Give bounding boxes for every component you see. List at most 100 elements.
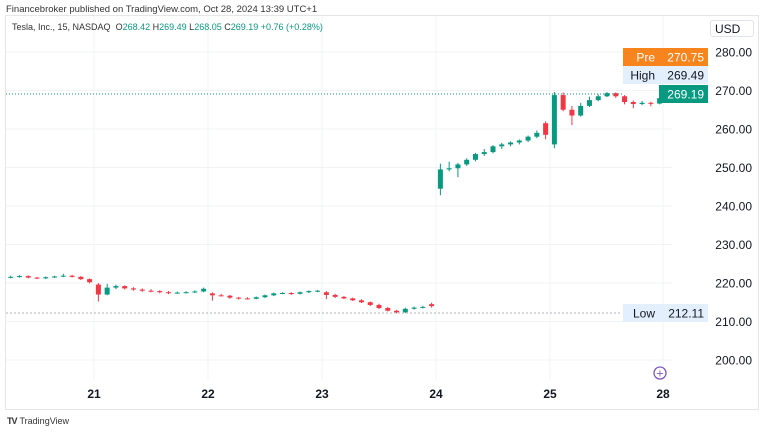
candle: [569, 105, 575, 126]
candle-body: [595, 96, 601, 101]
candle: [472, 152, 478, 162]
candle-body: [622, 96, 628, 103]
candle-body: [323, 292, 329, 295]
candle-body: [385, 308, 391, 311]
candle-body: [516, 140, 522, 143]
candle-body: [130, 288, 136, 290]
candle: [192, 290, 198, 294]
candle-body: [280, 293, 286, 295]
x-tick-label: 21: [87, 387, 101, 401]
open-value: 268.42: [122, 22, 151, 32]
candle: [174, 291, 180, 294]
candle-body: [551, 95, 557, 145]
candle: [78, 276, 84, 280]
candle-body: [244, 298, 250, 300]
candle: [166, 291, 172, 295]
candle-body: [481, 152, 487, 155]
add-alert-icon[interactable]: [653, 366, 667, 380]
y-tick-label: 260.00: [715, 123, 752, 137]
close-value: 269.19: [230, 22, 259, 32]
candle: [613, 92, 619, 98]
candle-body: [394, 310, 400, 313]
candle-body: [464, 159, 470, 165]
candle-body: [341, 296, 347, 299]
candle: [481, 149, 487, 156]
candle: [306, 290, 312, 294]
candle: [622, 95, 628, 105]
y-tick-label: 250.00: [715, 161, 752, 175]
symbol-name: Tesla, Inc., 15, NASDAQ: [12, 22, 111, 32]
candle: [95, 283, 101, 302]
candle: [437, 163, 443, 196]
x-tick-label: 25: [543, 387, 557, 401]
y-tick-label: 200.00: [715, 354, 752, 368]
candle: [551, 92, 557, 149]
candle-body: [139, 289, 145, 291]
candle-body: [218, 295, 224, 297]
candle-body: [639, 102, 645, 104]
candle: [8, 275, 14, 279]
candle-body: [52, 276, 58, 278]
candle-body: [34, 277, 40, 279]
candle: [157, 290, 163, 294]
candle-body: [499, 144, 505, 147]
candle-body: [376, 304, 382, 309]
candle: [394, 309, 400, 314]
candle-body: [113, 286, 119, 288]
candle-body: [104, 287, 110, 295]
candle-body: [508, 142, 514, 145]
candle: [595, 94, 601, 102]
candle: [297, 291, 303, 295]
candle-body: [95, 284, 101, 295]
candle: [358, 299, 364, 304]
candle: [183, 291, 189, 294]
pre-market-badge: Pre 270.75: [623, 48, 708, 66]
candle: [350, 297, 356, 302]
high-badge-label-bg: [623, 66, 659, 84]
candle: [420, 305, 426, 309]
pre-market-badge-label-bg: [623, 48, 659, 66]
candle: [288, 292, 294, 295]
candle: [578, 102, 584, 117]
candle-body: [148, 290, 154, 292]
candle-body: [429, 304, 435, 307]
candle-body: [166, 292, 172, 294]
candle: [341, 296, 347, 300]
candle-body: [525, 136, 531, 141]
candle: [586, 96, 592, 108]
high-badge-label: High: [630, 69, 655, 83]
candle: [209, 292, 215, 301]
candle: [122, 285, 128, 290]
candle: [490, 145, 496, 154]
add-alert-plus-icon: +: [656, 369, 664, 380]
candle-body: [262, 295, 268, 298]
candle-body: [358, 300, 364, 303]
open-label: O: [115, 22, 123, 32]
candle-body: [271, 293, 277, 296]
symbol-legend: Tesla, Inc., 15, NASDAQ O268.42 H269.49 …: [12, 22, 323, 32]
candle: [113, 284, 119, 290]
candle: [227, 294, 233, 299]
publisher-line: Financebroker published on TradingView.c…: [6, 4, 318, 15]
candle: [280, 292, 286, 295]
candle: [455, 162, 461, 178]
candle-body: [8, 276, 14, 278]
candle-body: [288, 293, 294, 295]
tradingview-logo: TV TradingView: [7, 416, 69, 426]
candle: [464, 158, 470, 166]
candle-body: [411, 307, 417, 309]
candle: [534, 130, 540, 139]
candle-body: [420, 306, 426, 308]
change-value: +0.76 (+0.28%): [260, 22, 323, 32]
currency-button[interactable]: USD: [710, 20, 754, 37]
candle-body: [569, 109, 575, 116]
candle: [508, 141, 514, 147]
candle-body: [201, 288, 207, 292]
candle: [52, 275, 58, 278]
pre-market-badge-value-bg: [659, 48, 708, 66]
high-badge-value: 269.49: [667, 69, 704, 83]
chart-frame[interactable]: [5, 15, 759, 410]
tradingview-brand: TradingView: [19, 416, 70, 426]
last-price-badge-value-bg: [659, 85, 708, 103]
